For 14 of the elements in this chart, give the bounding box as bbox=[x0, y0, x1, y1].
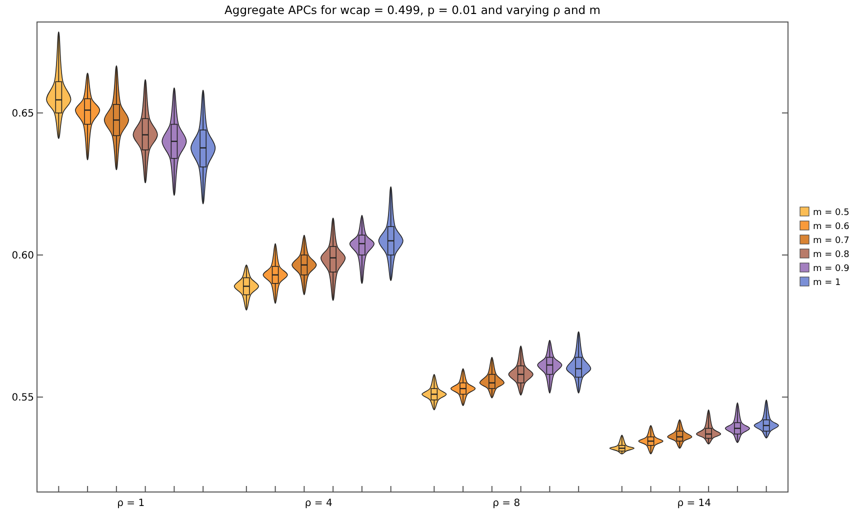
legend-label: m = 0.9 bbox=[813, 264, 850, 274]
y-tick-label: 0.60 bbox=[12, 250, 34, 262]
x-tick-label: ρ = 4 bbox=[304, 498, 332, 509]
y-tick-label: 0.65 bbox=[12, 108, 34, 120]
x-tick-label: ρ = 8 bbox=[492, 498, 520, 509]
x-tick-label: ρ = 1 bbox=[117, 498, 145, 509]
legend-label: m = 0.6 bbox=[813, 222, 850, 232]
legend-label: m = 0.5 bbox=[813, 208, 850, 218]
legend-label: m = 1 bbox=[813, 278, 841, 288]
legend-label: m = 0.8 bbox=[813, 250, 850, 260]
y-tick-label: 0.55 bbox=[12, 392, 34, 404]
legend-label: m = 0.7 bbox=[813, 236, 850, 246]
x-tick-label: ρ = 14 bbox=[677, 498, 712, 509]
chart-title: Aggregate APCs for wcap = 0.499, p = 0.01 and varying ρ and m bbox=[224, 3, 600, 17]
